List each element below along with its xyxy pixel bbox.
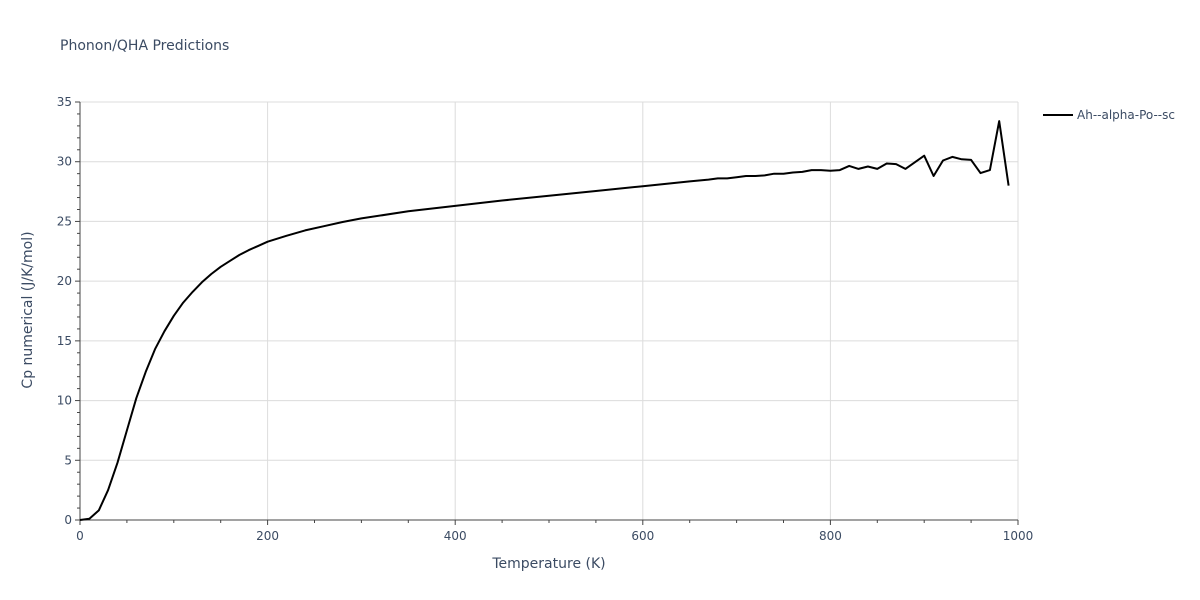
y-tick-label: 25	[57, 214, 72, 228]
x-tick-label: 800	[819, 529, 842, 543]
legend-label: Ah--alpha-Po--sc	[1077, 108, 1175, 122]
series-layer	[79, 120, 1010, 521]
chart-title: Phonon/QHA Predictions	[60, 38, 229, 54]
y-tick-label: 15	[57, 334, 72, 348]
y-tick-label: 30	[57, 155, 72, 169]
legend[interactable]: Ah--alpha-Po--sc	[1043, 108, 1175, 122]
x-axis-title: Temperature (K)	[491, 556, 605, 572]
y-tick-label: 10	[57, 394, 72, 408]
series-line	[79, 120, 1010, 521]
x-tick-label: 600	[631, 529, 654, 543]
y-axis-title: Cp numerical (J/K/mol)	[20, 231, 36, 388]
x-tick-label: 1000	[1003, 529, 1034, 543]
x-tick-label: 0	[76, 529, 84, 543]
x-tick-label: 400	[444, 529, 467, 543]
grid	[80, 101, 1019, 520]
y-tick-label: 0	[64, 513, 72, 527]
y-tick-labels: 0 5 10 15 20 25 30 35	[57, 95, 72, 527]
y-tick-label: 5	[64, 453, 72, 467]
y-tick-label: 35	[57, 95, 72, 109]
axes	[79, 102, 1018, 521]
x-tick-label: 200	[256, 529, 279, 543]
y-tick-label: 20	[57, 274, 72, 288]
x-tick-labels: 0 200 400 600 800 1000	[76, 529, 1033, 543]
